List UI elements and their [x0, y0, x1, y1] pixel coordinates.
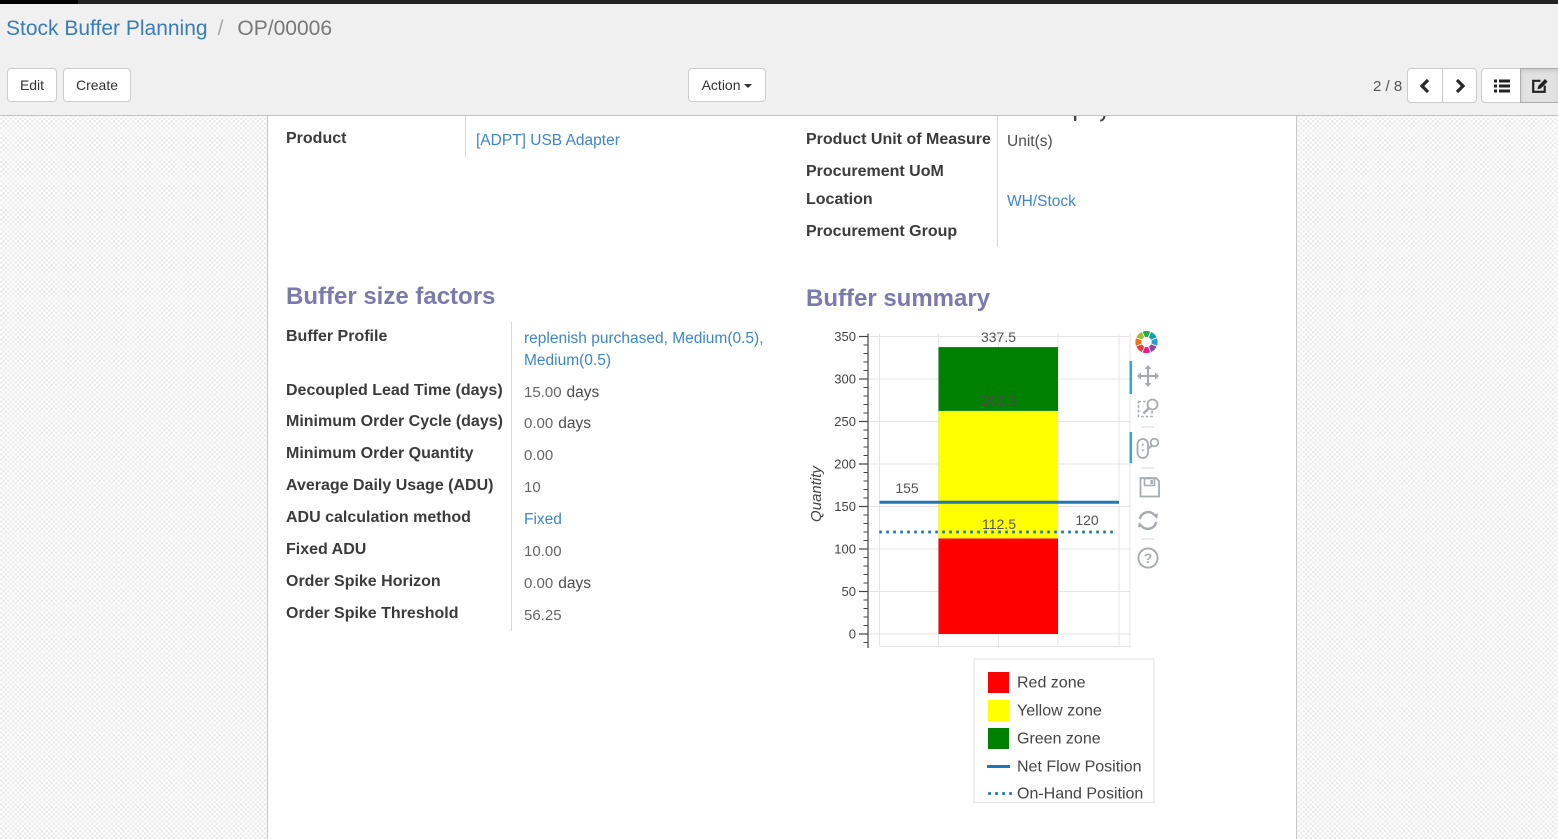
svg-text:0: 0	[849, 627, 856, 642]
svg-text:Yellow zone: Yellow zone	[1017, 703, 1102, 720]
svg-text:155: 155	[895, 480, 919, 496]
svg-text:Quantity: Quantity	[808, 465, 825, 522]
svg-text:262.5: 262.5	[981, 392, 1016, 408]
svg-text:Red zone: Red zone	[1017, 675, 1086, 692]
svg-text:50: 50	[842, 584, 856, 599]
svg-text:Green zone: Green zone	[1017, 731, 1101, 748]
svg-text:112.5: 112.5	[982, 516, 1016, 532]
svg-text:150: 150	[834, 499, 856, 514]
svg-text:350: 350	[834, 329, 856, 344]
svg-text:250: 250	[834, 414, 856, 429]
svg-text:120: 120	[1075, 512, 1099, 528]
svg-text:100: 100	[834, 542, 856, 557]
svg-text:337.5: 337.5	[981, 329, 1016, 345]
svg-text:?: ?	[1144, 551, 1152, 566]
svg-text:300: 300	[834, 372, 856, 387]
svg-text:200: 200	[834, 457, 856, 472]
svg-text:Net Flow Position: Net Flow Position	[1017, 759, 1142, 776]
svg-text:On-Hand Position: On-Hand Position	[1017, 786, 1143, 803]
